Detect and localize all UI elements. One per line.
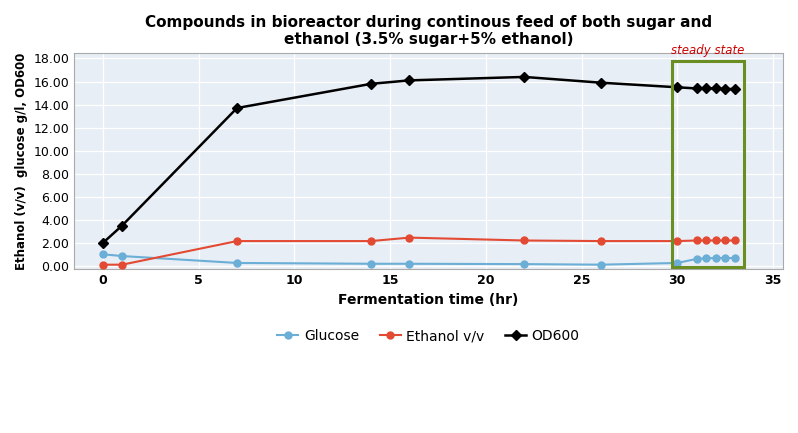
Ethanol v/v — [366, 239, 376, 244]
OD600 — [701, 86, 711, 91]
OD600 — [98, 240, 108, 246]
Line: OD600: OD600 — [100, 74, 738, 246]
OD600 — [519, 74, 529, 80]
OD600 — [366, 81, 376, 87]
Glucose — [721, 255, 730, 261]
Ethanol v/v — [596, 239, 606, 244]
OD600 — [596, 80, 606, 85]
OD600 — [692, 86, 701, 91]
Ethanol v/v — [117, 262, 127, 267]
OD600 — [730, 87, 740, 92]
OD600 — [673, 85, 682, 90]
Line: Glucose: Glucose — [100, 251, 738, 268]
Ethanol v/v — [519, 238, 529, 243]
OD600 — [721, 87, 730, 92]
Ethanol v/v — [730, 238, 740, 243]
Ethanol v/v — [98, 262, 108, 267]
OD600 — [117, 223, 127, 228]
OD600 — [232, 105, 242, 110]
Line: Ethanol v/v: Ethanol v/v — [100, 234, 738, 268]
X-axis label: Fermentation time (hr): Fermentation time (hr) — [338, 293, 519, 307]
Y-axis label: Ethanol (v/v)  glucose g/l, OD600: Ethanol (v/v) glucose g/l, OD600 — [15, 52, 28, 270]
Ethanol v/v — [673, 239, 682, 244]
OD600 — [405, 78, 414, 83]
Glucose — [673, 260, 682, 265]
Ethanol v/v — [405, 235, 414, 240]
Ethanol v/v — [692, 238, 701, 243]
Glucose — [711, 255, 721, 261]
Glucose — [692, 256, 701, 262]
OD600 — [711, 86, 721, 91]
Glucose — [232, 260, 242, 265]
Ethanol v/v — [711, 238, 721, 243]
Glucose — [98, 252, 108, 257]
Glucose — [117, 253, 127, 259]
Glucose — [519, 262, 529, 267]
Title: Compounds in bioreactor during continous feed of both sugar and
ethanol (3.5% su: Compounds in bioreactor during continous… — [145, 15, 712, 47]
Text: steady state: steady state — [671, 44, 745, 57]
Glucose — [366, 261, 376, 266]
Glucose — [596, 262, 606, 267]
Legend: Glucose, Ethanol v/v, OD600: Glucose, Ethanol v/v, OD600 — [272, 324, 585, 349]
Bar — [672, 61, 745, 267]
Ethanol v/v — [701, 238, 711, 243]
Ethanol v/v — [232, 239, 242, 244]
Glucose — [405, 261, 414, 266]
Glucose — [730, 255, 740, 261]
Glucose — [701, 256, 711, 261]
Ethanol v/v — [721, 238, 730, 243]
